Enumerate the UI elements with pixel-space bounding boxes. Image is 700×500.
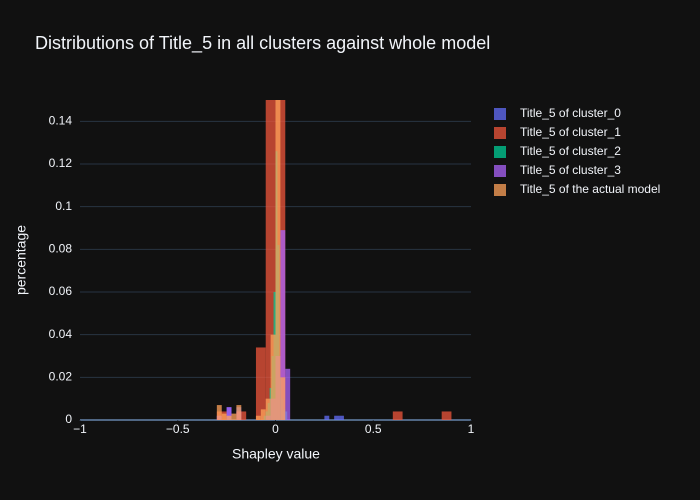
x-tick-label: −1 (73, 422, 87, 436)
y-tick-label: 0.02 (49, 370, 73, 384)
x-axis-title: Shapley value (232, 446, 320, 462)
histogram-bar (236, 405, 242, 420)
legend[interactable]: Title_5 of cluster_0 Title_5 of cluster_1… (494, 106, 660, 196)
legend-text[interactable]: Title_5 of the actual model (520, 182, 660, 196)
x-tick-label: −0.5 (166, 422, 190, 436)
legend-text[interactable]: Title_5 of cluster_1 (520, 125, 621, 139)
y-tick-label: 0.06 (49, 284, 73, 298)
histogram-bar (324, 415, 330, 420)
y-tick-label: 0.04 (49, 327, 73, 341)
histogram-bar (216, 405, 222, 420)
histogram-bar (334, 415, 340, 420)
legend-text[interactable]: Title_5 of cluster_0 (520, 106, 621, 120)
histogram-bar (226, 407, 232, 420)
legend-swatch[interactable] (494, 165, 506, 177)
y-tick-label: 0.08 (49, 242, 73, 256)
legend-swatch[interactable] (494, 184, 506, 196)
chart-title: Distributions of Title_5 in all clusters… (35, 33, 490, 54)
histogram-bar (255, 415, 261, 420)
legend-swatch[interactable] (494, 127, 506, 139)
legend-text[interactable]: Title_5 of cluster_2 (520, 144, 621, 158)
legend-text[interactable]: Title_5 of cluster_3 (520, 163, 621, 177)
histogram-bar (441, 411, 452, 420)
histogram-bar (270, 334, 276, 420)
x-tick-label: 0.5 (365, 422, 382, 436)
histogram-bar (221, 413, 227, 420)
plot-area (216, 100, 452, 420)
y-tick-label: 0.1 (55, 199, 72, 213)
x-tick-label: 0 (272, 422, 279, 436)
histogram-bar (280, 377, 286, 420)
histogram-bar (265, 100, 276, 420)
histogram-bar (231, 413, 237, 420)
y-tick-label: 0.12 (49, 156, 73, 170)
legend-swatch[interactable] (494, 108, 506, 120)
histogram-bar (339, 415, 344, 420)
histogram-bar (260, 409, 266, 420)
histogram-bar (226, 415, 232, 420)
legend-swatch[interactable] (494, 146, 506, 158)
y-tick-label: 0 (65, 412, 72, 426)
histogram-bar (392, 411, 403, 420)
histogram-bar (265, 398, 271, 420)
histogram-bar (285, 368, 291, 420)
x-tick-label: 1 (468, 422, 475, 436)
histogram-bar (255, 347, 266, 420)
histogram-bar (280, 230, 286, 420)
y-tick-label: 0.14 (49, 114, 73, 128)
histogram-bar (275, 100, 281, 420)
y-axis-title: percentage (13, 225, 29, 295)
